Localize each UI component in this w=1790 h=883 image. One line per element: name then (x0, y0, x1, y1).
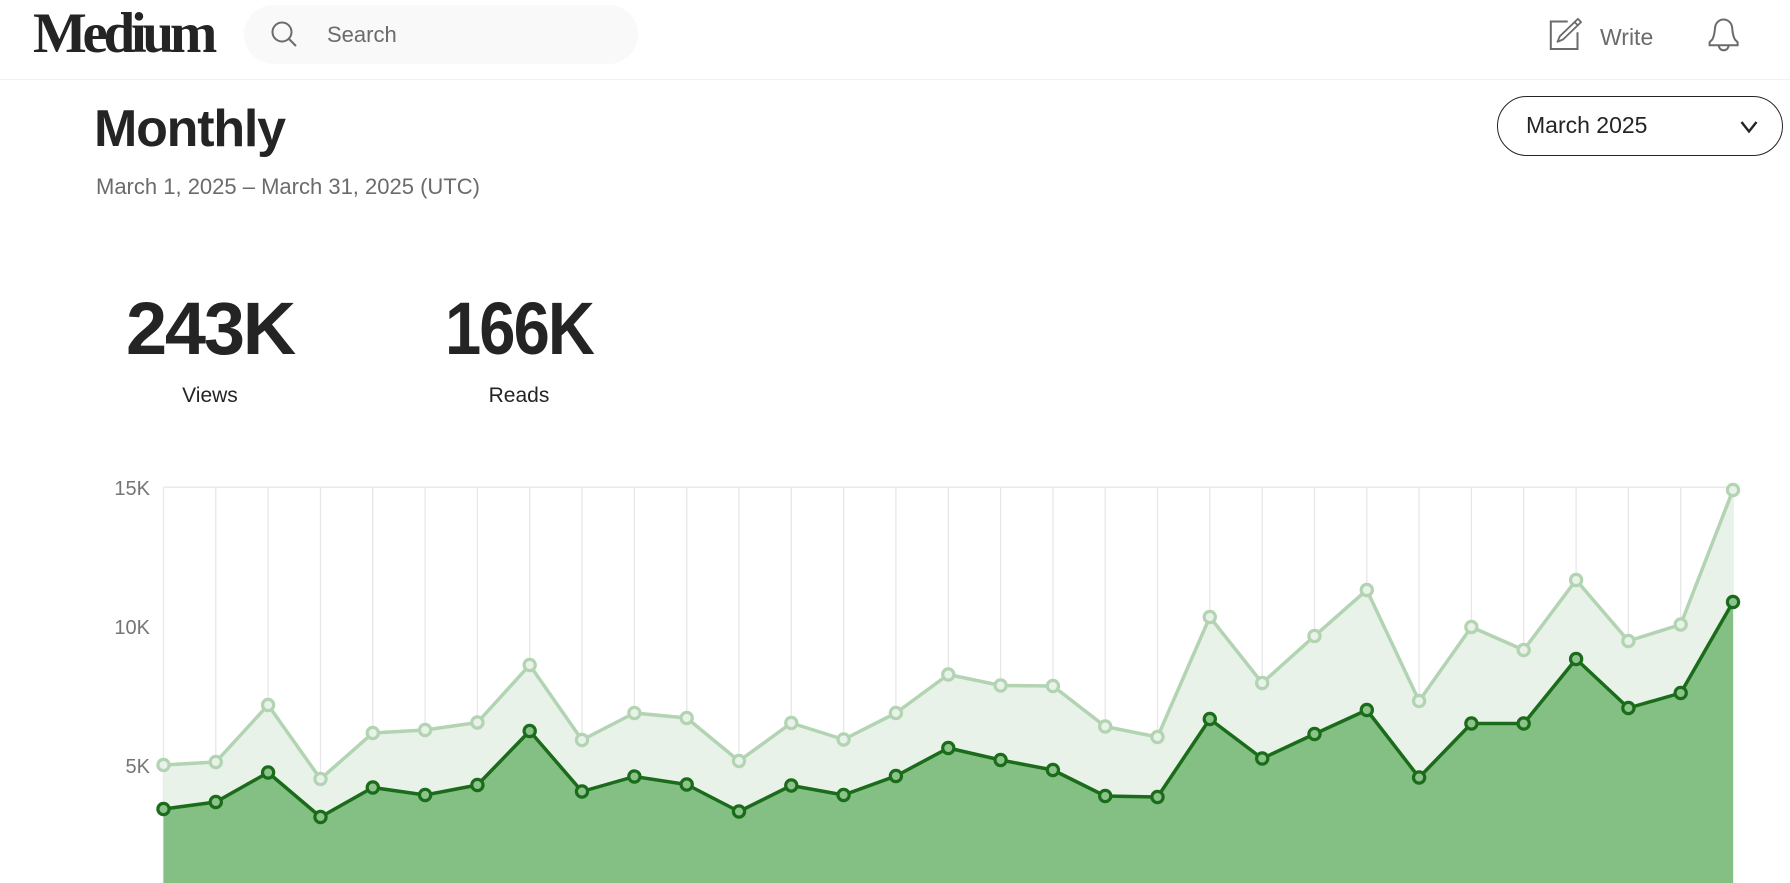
svg-text:10K: 10K (114, 617, 150, 639)
svg-text:5K: 5K (126, 756, 151, 778)
svg-text:15K: 15K (114, 478, 150, 500)
